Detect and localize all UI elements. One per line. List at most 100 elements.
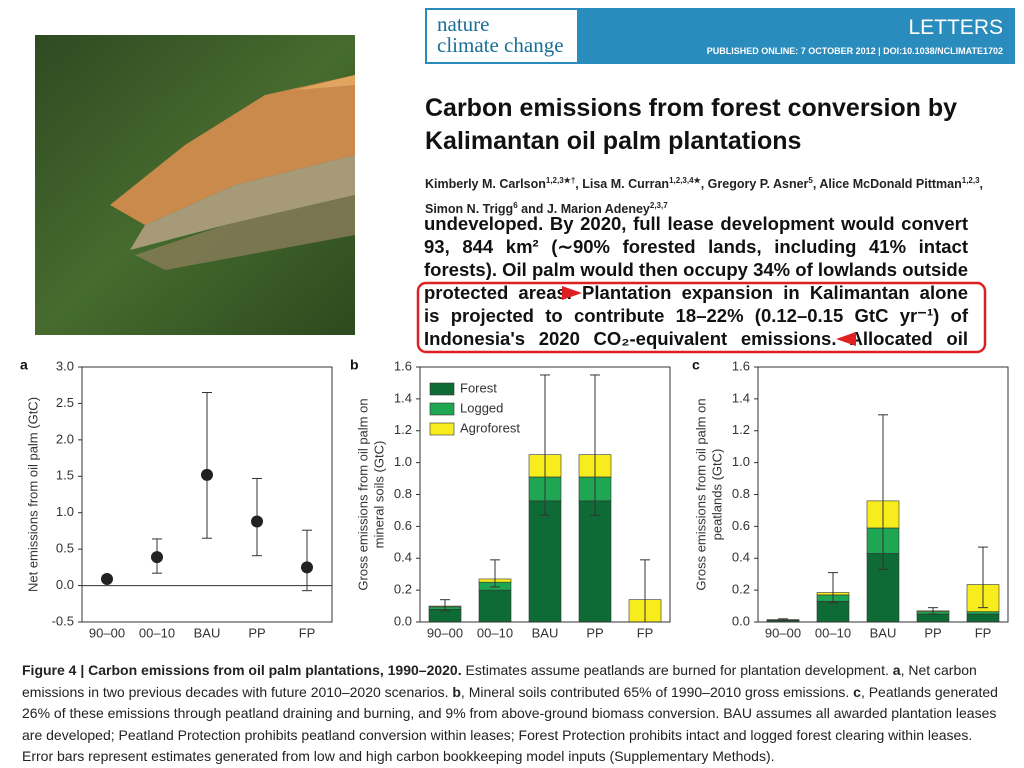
plot-frame [81,366,333,623]
author: Lisa M. Curran [582,177,670,192]
point [101,573,113,586]
x-tick-label: 00–10 [139,625,175,640]
y-tick-label: 0.0 [56,577,74,592]
journal-header: nature climate change LETTERS PUBLISHED … [425,8,1015,64]
y-tick-label: 1.6 [394,358,412,373]
journal-name: nature [437,12,490,36]
author: Kimberly M. Carlson [425,177,546,192]
y-tick-label: 1.2 [394,422,412,437]
arrow [562,286,582,300]
excerpt: undeveloped. By 2020, full lease develop… [424,213,968,351]
caption-panel: b [452,683,461,700]
y-tick-label: 0.4 [394,550,412,565]
y-tick-label: 1.6 [732,358,750,373]
bar-segment [966,613,1000,623]
affiliation: 5 [808,176,813,185]
y-axis-label: peatlands (GtC) [709,449,724,541]
y-tick-label: 1.0 [732,454,750,469]
y-tick-label: 0.2 [394,582,412,597]
x-tick-label: BAU [870,625,897,640]
excerpt-line: Indonesia's 2020 CO₂-equivalent emission… [424,328,968,349]
arrow [836,332,856,346]
y-tick-label: 1.5 [56,468,74,483]
published: PUBLISHED ONLINE: 7 OCTOBER 2012 | DOI:1… [706,46,1003,56]
caption-panel: c [853,683,861,700]
y-axis-label: Gross emissions from oil palm on [355,398,370,590]
author: Gregory P. Asner [707,177,809,192]
x-tick-label: FP [975,625,992,640]
y-tick-label: 0.6 [394,518,412,533]
excerpt-line: undeveloped. By 2020, full lease develop… [424,213,968,234]
y-tick-label: 0.2 [732,582,750,597]
author: Alice McDonald Pittman [819,177,962,192]
point [201,468,213,481]
author: Simon N. Trigg [425,202,514,217]
y-axis-label: mineral soils (GtC) [371,441,386,549]
point [301,561,313,574]
x-tick-label: 90–00 [427,625,463,640]
bar-segment [528,500,562,623]
legend-label: Agroforest [460,420,520,435]
highlight [416,281,987,354]
point [151,551,163,564]
caption: Figure 4 | Carbon emissions from oil pal… [22,660,1007,768]
legend-label: Forest [460,380,497,395]
y-tick-label: 1.2 [732,422,750,437]
caption-title: Figure 4 | Carbon emissions from oil pal… [22,662,462,678]
x-tick-label: PP [586,625,603,640]
x-tick-label: 00–10 [815,625,851,640]
photo [35,35,355,335]
x-tick-label: 00–10 [477,625,513,640]
caption-text: Estimates assume peatlands are burned fo… [461,662,893,678]
bar-segment [816,600,850,623]
x-tick-label: BAU [532,625,559,640]
journal-name: climate change [437,33,564,57]
legend-label: Logged [460,400,503,415]
x-tick-label: PP [924,625,941,640]
y-tick-label: 2.5 [56,395,74,410]
y-tick-label: 0.4 [732,550,750,565]
figure: a -0.5 0.0 0.5 1.0 1.5 2.0 2.5 3.0 Net emissions … [20,357,1009,640]
point [251,515,263,528]
affiliation: 1,2,3 [961,176,980,185]
caption-text: , Net carbon emissions in two previous d… [22,662,977,700]
caption-text: , Peatlands generated 26% of these emiss… [22,683,998,765]
y-tick-label: 2.0 [56,431,74,446]
plot-frame [419,366,671,623]
x-tick-label: 90–00 [765,625,801,640]
y-tick-label: 0.8 [394,486,412,501]
y-tick-label: 0.6 [732,518,750,533]
excerpt-line: protected areas. Plantation expansion in… [424,282,968,303]
section: LETTERS [908,16,1003,39]
affiliation: 1,2,3★† [545,176,576,185]
y-tick-label: 1.0 [394,454,412,469]
caption-text: , Mineral soils contributed 65% of 1990–… [460,683,854,700]
y-tick-label: 1.4 [732,390,750,405]
affiliation: 6 [513,201,518,211]
legend-swatch [429,422,455,436]
x-tick-label: FP [299,625,316,640]
affiliation: 1,2,3,4★ [669,176,701,185]
y-axis-label: Net emissions from oil palm (GtC) [25,397,40,592]
y-tick-label: 0.8 [732,486,750,501]
caption-panel: a [892,662,901,678]
y-tick-label: -0.5 [52,613,74,628]
y-tick-label: 0.0 [732,613,750,628]
highlight-box [416,281,987,354]
journal-logo: nature climate change [427,10,577,62]
authors: Kimberly M. Carlson1,2,3★†, Lisa M. Curr… [425,176,984,217]
panel-label: a [20,357,28,373]
title-line: Kalimantan oil palm plantations [425,127,802,155]
x-tick-label: FP [637,625,654,640]
x-tick-label: PP [248,625,265,640]
bar-segment [916,613,950,623]
bar-segment [478,589,512,623]
x-tick-label: 90–00 [89,625,125,640]
y-tick-label: 0.0 [394,613,412,628]
legend-swatch [429,402,455,416]
author: J. Marion Adeney [546,202,650,217]
bar-segment [966,611,1000,615]
plot-frame [757,366,1009,623]
y-tick-label: 1.4 [394,390,412,405]
